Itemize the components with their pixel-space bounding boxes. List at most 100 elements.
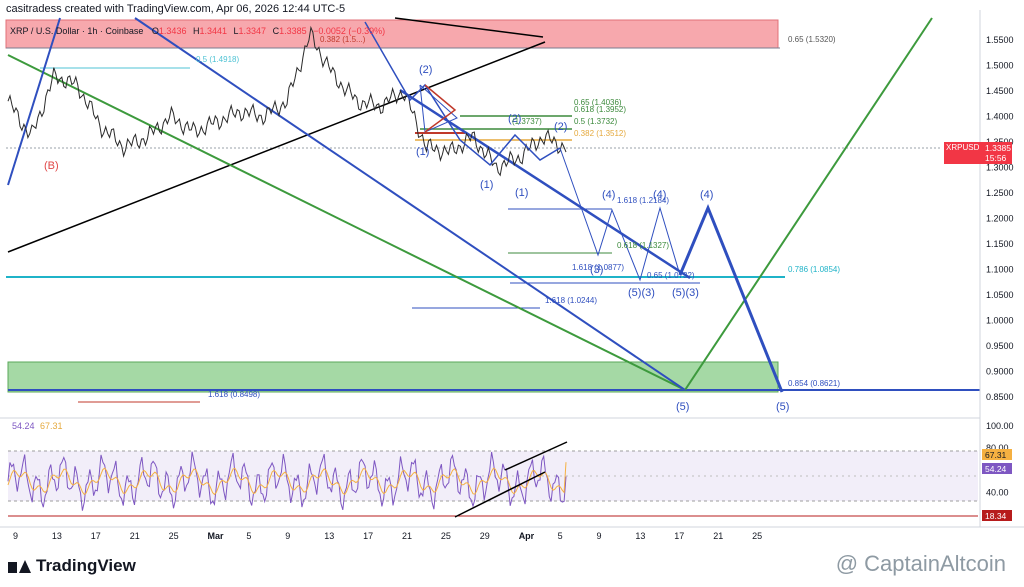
fib-label-0.65-top: 0.65 (1.5320)	[788, 35, 836, 44]
fib-label-0.382-mid: 0.382 (1.3512)	[574, 129, 626, 138]
time-axis-tick: 25	[752, 531, 762, 541]
rsi-marker-badge	[982, 510, 1012, 521]
time-axis-tick: 13	[324, 531, 334, 541]
time-axis-tick: 21	[713, 531, 723, 541]
rsi-axis-tick: 80.00	[986, 443, 1009, 453]
chart-title-symbol: XRP / U.S. Dollar · 1h · Coinbase	[10, 26, 143, 36]
time-axis-tick: 21	[402, 531, 412, 541]
time-axis-tick: 5	[558, 531, 563, 541]
last-price-value: 1.3385	[985, 143, 1011, 153]
time-axis-tick: 13	[635, 531, 645, 541]
time-axis-tick: 25	[441, 531, 451, 541]
fib-label-0.618-low: 0.618 (1.1327)	[617, 241, 669, 250]
tradingview-mark-icon	[8, 559, 32, 574]
rsi-trendline-upper	[504, 441, 568, 471]
fib-label-0.786: 0.786 (1.0854)	[788, 265, 840, 274]
fib-annotation: (1.3737)	[512, 117, 542, 126]
rsi-trendline-lower	[454, 471, 546, 518]
time-axis-tick: 17	[91, 531, 101, 541]
rsi-badge	[982, 463, 1012, 474]
time-axis-tick: 21	[130, 531, 140, 541]
wave-projection-bold	[678, 204, 784, 393]
price-axis-tick: 1.5000	[986, 61, 1014, 71]
trendline-black-upper	[394, 17, 544, 38]
wave-label-4c: (4)	[700, 189, 713, 201]
ohlc-open: 1.3436	[159, 26, 187, 36]
wave-triangle-red	[424, 84, 457, 133]
price-axis-tick: 1.1500	[986, 239, 1014, 249]
wave-label-5-3a: (5)(3)	[628, 287, 655, 299]
wave-projection-thin-b	[559, 147, 681, 282]
time-axis-tick: 29	[480, 531, 490, 541]
wave-label-1b: (1)	[480, 179, 493, 191]
wave-label-1c: (1)	[515, 187, 528, 199]
fib-label-0.5-mid: 0.5 (1.3732)	[574, 117, 617, 126]
time-axis-tick: 9	[13, 531, 18, 541]
countdown-value: 15:56	[985, 153, 1007, 163]
wave-label-5b: (5)	[776, 401, 789, 413]
rsi-badge-text: 54.24	[985, 464, 1007, 474]
wave-label-4b: (4)	[653, 189, 666, 201]
wave-label-2b: (2)	[508, 113, 521, 125]
rsi-axis-tick: 40.00	[986, 487, 1009, 497]
fib-label-1.618-b: 1.618 (1.0877)	[572, 263, 624, 272]
green-zone	[7, 361, 779, 393]
ohlc-low-label: L	[234, 26, 239, 36]
fib-label-1.618-d: 1.618 (0.8498)	[208, 390, 260, 399]
chart-title: XRP / U.S. Dollar · 1h · Coinbase O1.343…	[10, 26, 385, 36]
time-axis-tick: 17	[363, 531, 373, 541]
wave-label-5-3b: (5)(3)	[672, 287, 699, 299]
ohlc-close: 1.3385	[279, 26, 307, 36]
time-axis-tick: Mar	[208, 531, 225, 541]
fib-label-1.618-a: 1.618 (1.2184)	[617, 196, 669, 205]
price-axis: 1.55001.50001.45001.40001.35001.30001.25…	[986, 35, 1014, 402]
rsi-ma-badge-text: 67.31	[985, 450, 1007, 460]
price-axis-tick: 0.9000	[986, 367, 1014, 377]
rsi-line	[7, 451, 567, 511]
price-series-line	[7, 25, 567, 177]
trendline-black-rising	[7, 41, 546, 253]
price-axis-tick: 1.2500	[986, 188, 1014, 198]
time-axis-tick: 9	[597, 531, 602, 541]
wave-label-2a: (2)	[419, 64, 432, 76]
price-axis-tick: 1.4500	[986, 86, 1014, 96]
ohlc-high: 1.3441	[199, 26, 227, 36]
time-axis: 9 13 17 21 25 Mar 5 9 13 17 21 25 29 Apr 5 9 13 17 21 25	[13, 531, 762, 541]
trendline-blue-falling	[7, 17, 61, 186]
trendline-blue-channel	[134, 17, 686, 391]
price-axis-tick: 1.0500	[986, 290, 1014, 300]
watermark: @ CaptainAltcoin	[835, 551, 1006, 576]
fib-label-0.65-low: 0.65 (1.0732)	[647, 271, 695, 280]
fib-label-0.65-mid: 0.65 (1.4036)	[574, 98, 622, 107]
wave-label-3: (3)	[590, 264, 603, 276]
time-axis-tick: 13	[52, 531, 62, 541]
price-axis-tick: 1.2000	[986, 214, 1014, 224]
tradingview-logo[interactable]: TradingView	[8, 556, 136, 576]
time-axis-tick: 9	[285, 531, 290, 541]
time-axis-tick: 17	[674, 531, 684, 541]
wave-projection-main	[364, 21, 561, 167]
rsi-ma-line	[7, 462, 567, 496]
red-zone	[5, 19, 779, 49]
wave-label-5a: (5)	[676, 401, 689, 413]
wave-label-1a: (1)	[416, 146, 429, 158]
fib-label-0.382-top: 0.382 (1.5...)	[320, 35, 366, 44]
trendline-green-rising	[684, 17, 933, 391]
ohlc-high-label: H	[193, 26, 200, 36]
wave-label-b: (B)	[44, 160, 59, 172]
price-axis-tick: 1.0000	[986, 316, 1014, 326]
wave-label-4a: (4)	[602, 189, 615, 201]
rsi-ma-value-label: 67.31	[40, 421, 63, 431]
fib-label-0.854: 0.854 (0.8621)	[788, 379, 840, 388]
price-axis-tick: 1.1000	[986, 265, 1014, 275]
tradingview-wordmark: TradingView	[36, 556, 136, 575]
price-axis-tick: 1.3000	[986, 163, 1014, 173]
time-axis-tick: Apr	[519, 531, 535, 541]
fib-label-1.618-c: 1.618 (1.0244)	[545, 296, 597, 305]
time-axis-tick: 5	[246, 531, 251, 541]
symbol-badge: XRPUSD	[946, 143, 980, 152]
fib-label-0.618-mid: 0.618 (1.3952)	[574, 105, 626, 114]
ohlc-low: 1.3347	[239, 26, 267, 36]
wave-projection-thin	[419, 84, 458, 133]
